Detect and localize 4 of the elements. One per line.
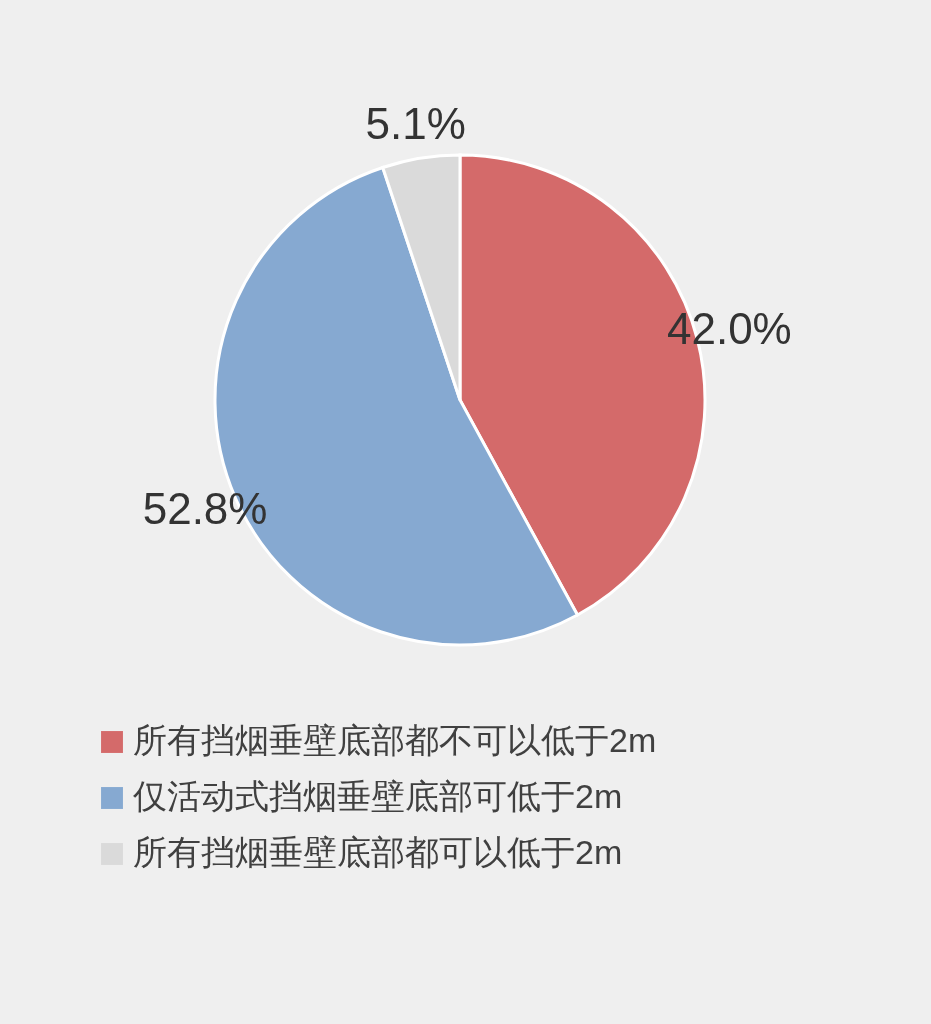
legend-label: 仅活动式挡烟垂壁底部可低于2m [133, 777, 623, 815]
legend-label: 所有挡烟垂壁底部都可以低于2m [133, 833, 623, 871]
data-label: 5.1% [365, 98, 466, 148]
legend-label: 所有挡烟垂壁底部都不可以低于2m [133, 721, 657, 759]
